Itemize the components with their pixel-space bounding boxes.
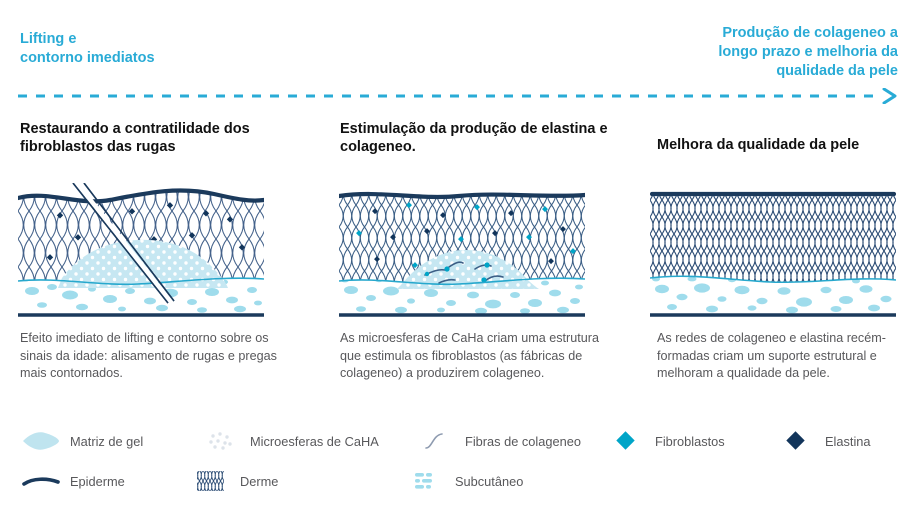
elastin-diamond-icon — [775, 428, 817, 454]
column-2-caption: As microesferas de CaHa criam uma estrut… — [340, 331, 599, 380]
legend-label-gel-matrix: Matriz de gel — [70, 433, 144, 449]
column-1: Restaurando a contratilidade dos fibrobl… — [20, 120, 320, 166]
legend-row-2: Epiderme Derme — [20, 468, 910, 508]
legend-item-collagen-fibers: Fibras de colageneo — [415, 428, 581, 454]
dashed-arrow-right-icon — [18, 88, 897, 104]
column-1-title: Restaurando a contratilidade dos fibrobl… — [20, 121, 250, 155]
legend-row-1: Matriz de gel Microesferas de CaHA — [20, 428, 910, 468]
column-3-title: Melhora da qualidade da pele — [657, 137, 860, 153]
fascia-line — [650, 275, 896, 284]
legend-item-microspheres: Microesferas de CaHA — [200, 428, 379, 454]
collagen-fiber-icon — [415, 428, 457, 454]
subcutaneous-dashes-icon — [405, 468, 447, 494]
column-1-caption: Efeito imediato de lifting e contorno so… — [20, 331, 277, 380]
header-right-line3: qualidade da pele — [776, 63, 898, 79]
header-right-line2: longo prazo e melhoria da — [718, 44, 898, 60]
header-left-line2: contorno imediatos — [20, 50, 155, 66]
legend-label-dermis: Derme — [240, 473, 279, 489]
column-3: Melhora da qualidade da pele — [657, 120, 919, 164]
subcutaneous-layer — [339, 278, 585, 314]
epidermis-line-icon — [20, 468, 62, 494]
legend-item-dermis: Derme — [190, 468, 278, 494]
legend-label-collagen-fibers: Fibras de colageneo — [465, 433, 581, 449]
column-2-illustration — [339, 183, 585, 318]
column-2-title: Estimulação da produção de elastina e co… — [340, 121, 608, 155]
header-left-label: Lifting e contorno imediatos — [20, 30, 300, 68]
fibroblast-diamond-icon — [605, 428, 647, 454]
fascia-line — [339, 277, 585, 286]
column-3-caption: As redes de colageneo e elastina recém-f… — [657, 331, 886, 380]
caha-microspheres-icon — [200, 428, 242, 454]
column-3-illustration — [650, 183, 896, 318]
header-right-line1: Produção de colageneo a — [722, 25, 898, 41]
legend-label-epidermis: Epiderme — [70, 473, 125, 489]
epidermis-line — [18, 188, 264, 204]
header-left-line1: Lifting e — [20, 31, 77, 47]
epidermis-line — [339, 191, 585, 200]
column-1-illustration — [18, 183, 264, 318]
timeline-arrow — [18, 88, 902, 104]
legend-label-microspheres: Microesferas de CaHA — [250, 433, 379, 449]
legend: Matriz de gel Microesferas de CaHA — [20, 428, 910, 508]
new-collagen-fibers — [424, 261, 504, 284]
needle-icon — [72, 183, 175, 304]
legend-item-subcutaneous: Subcutâneo — [405, 468, 523, 494]
legend-label-elastin: Elastina — [825, 433, 871, 449]
fascia-line — [18, 277, 264, 286]
legend-item-elastin: Elastina — [775, 428, 871, 454]
legend-item-epidermis: Epiderme — [20, 468, 125, 494]
legend-item-gel-matrix: Matriz de gel — [20, 428, 143, 454]
legend-item-fibroblasts: Fibroblastos — [605, 428, 725, 454]
legend-label-subcutaneous: Subcutâneo — [455, 473, 524, 489]
dermis-lattice-icon — [190, 468, 232, 494]
legend-label-fibroblasts: Fibroblastos — [655, 433, 725, 449]
gel-matrix-icon — [20, 428, 62, 454]
header-right-label: Produção de colageneo a longo prazo e me… — [578, 24, 898, 81]
column-2: Estimulação da produção de elastina e co… — [340, 120, 640, 166]
